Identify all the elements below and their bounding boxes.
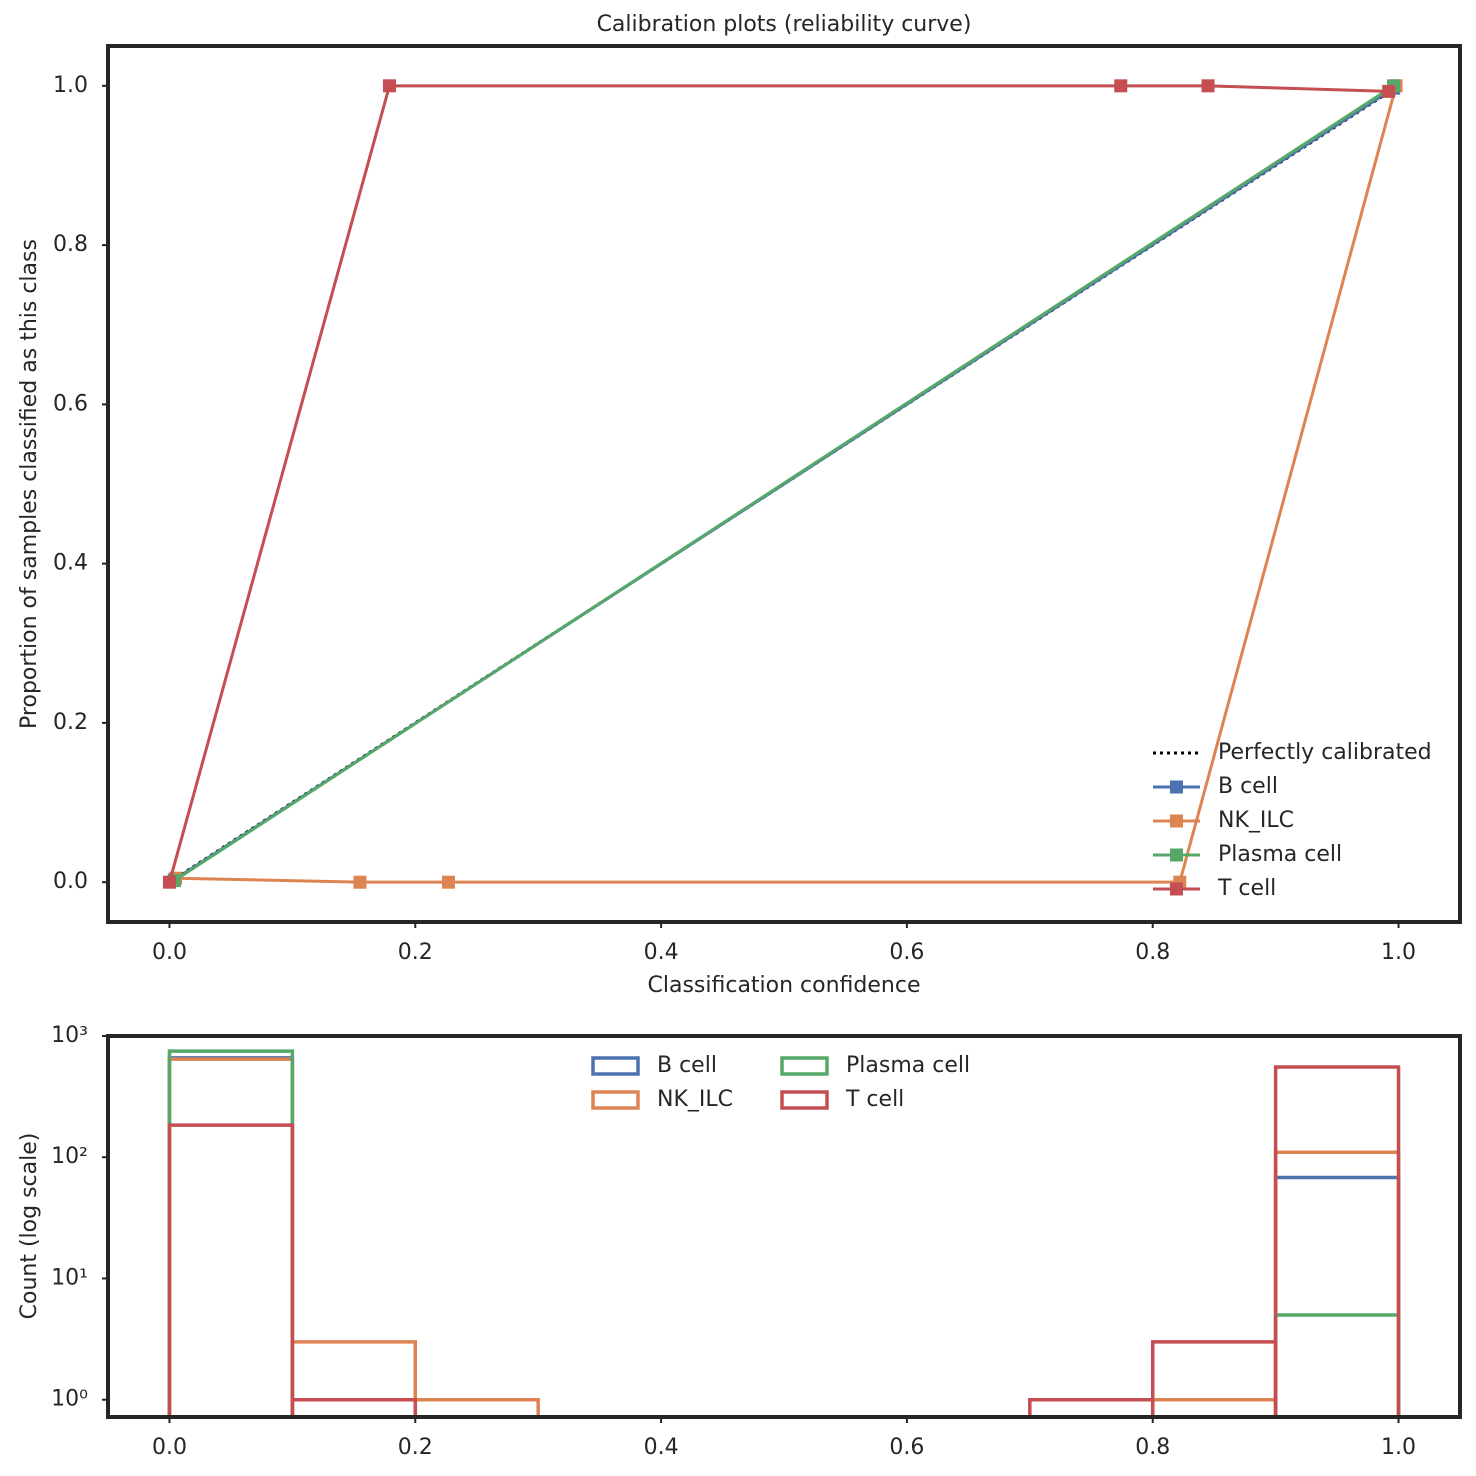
marker	[441, 875, 455, 889]
x-tick-label: 0.8	[1135, 940, 1170, 965]
y-tick-label: 0.8	[53, 232, 88, 257]
x-tick-label: 0.0	[152, 1435, 187, 1460]
y-tick-label: 10²	[51, 1144, 88, 1169]
histogram-bin	[1273, 1065, 1401, 1417]
y-tick-label: 0.6	[53, 391, 88, 416]
y-tick-label: 0.2	[53, 710, 88, 735]
x-tick-label: 1.0	[1381, 1435, 1416, 1460]
plot-frame	[106, 1034, 1462, 1419]
y-tick-label: 10³	[51, 1023, 88, 1048]
marker	[1201, 79, 1215, 93]
x-axis-label: Classification confidence	[648, 973, 921, 998]
legend-label: T cell	[845, 1087, 904, 1112]
y-tick-label: 1.0	[53, 73, 88, 98]
histogram-bin	[1273, 1150, 1401, 1417]
legend-label: T cell	[1217, 876, 1276, 901]
y-tick-label: 0.4	[53, 551, 88, 576]
legend-label: B cell	[657, 1053, 717, 1078]
legend-patch	[591, 1056, 640, 1076]
x-tick-label: 0.4	[644, 940, 679, 965]
series-line	[173, 84, 1395, 882]
x-tick-label: 0.2	[398, 1435, 433, 1460]
y-tick-label: 10⁰	[51, 1387, 88, 1412]
y-axis-label: Proportion of samples classified as this…	[17, 239, 42, 729]
histogram-bin	[1028, 1397, 1155, 1417]
y-tick-label: 10¹	[51, 1265, 88, 1290]
legend-marker	[1170, 882, 1183, 896]
legend-label: NK_ILC	[1218, 808, 1294, 833]
histogram-bin	[167, 1123, 295, 1417]
histogram-bin	[167, 1049, 295, 1417]
marker	[162, 875, 176, 889]
legend-marker	[1170, 848, 1183, 862]
y-axis-label: Count (log scale)	[17, 1133, 42, 1320]
histogram-bin	[167, 1056, 295, 1417]
plot-frame	[106, 44, 1462, 924]
y-tick-label: 0.0	[53, 869, 88, 894]
legend-label: B cell	[1218, 774, 1278, 799]
histogram-bin	[1273, 1175, 1401, 1417]
histogram-bin	[1273, 1313, 1401, 1417]
legend-marker	[1170, 780, 1183, 794]
x-tick-label: 0.2	[398, 940, 433, 965]
histogram-bin	[290, 1397, 418, 1417]
x-tick-label: 0.6	[889, 1435, 924, 1460]
histogram-bin	[1150, 1397, 1278, 1417]
legend-patch	[780, 1090, 829, 1110]
legend-label: NK_ILC	[657, 1087, 733, 1112]
x-tick-label: 0.4	[644, 1435, 679, 1460]
legend-marker	[1170, 814, 1183, 828]
legend-label: Plasma cell	[1218, 842, 1342, 867]
histogram-bin	[290, 1340, 418, 1417]
histogram-bin	[167, 1057, 295, 1417]
marker	[353, 875, 367, 889]
histogram-bin	[1150, 1340, 1278, 1417]
x-tick-label: 1.0	[1381, 940, 1416, 965]
legend-patch	[780, 1056, 829, 1076]
marker	[1114, 79, 1128, 93]
marker	[382, 79, 396, 93]
legend-label: Plasma cell	[846, 1053, 970, 1078]
chart-title: Calibration plots (reliability curve)	[597, 12, 972, 37]
x-tick-label: 0.8	[1135, 1435, 1170, 1460]
legend-patch	[591, 1090, 640, 1110]
x-tick-label: 0.6	[889, 940, 924, 965]
legend-label: Perfectly calibrated	[1218, 740, 1432, 765]
x-tick-label: 0.0	[152, 940, 187, 965]
histogram-bin	[413, 1397, 540, 1417]
marker	[1382, 84, 1396, 98]
